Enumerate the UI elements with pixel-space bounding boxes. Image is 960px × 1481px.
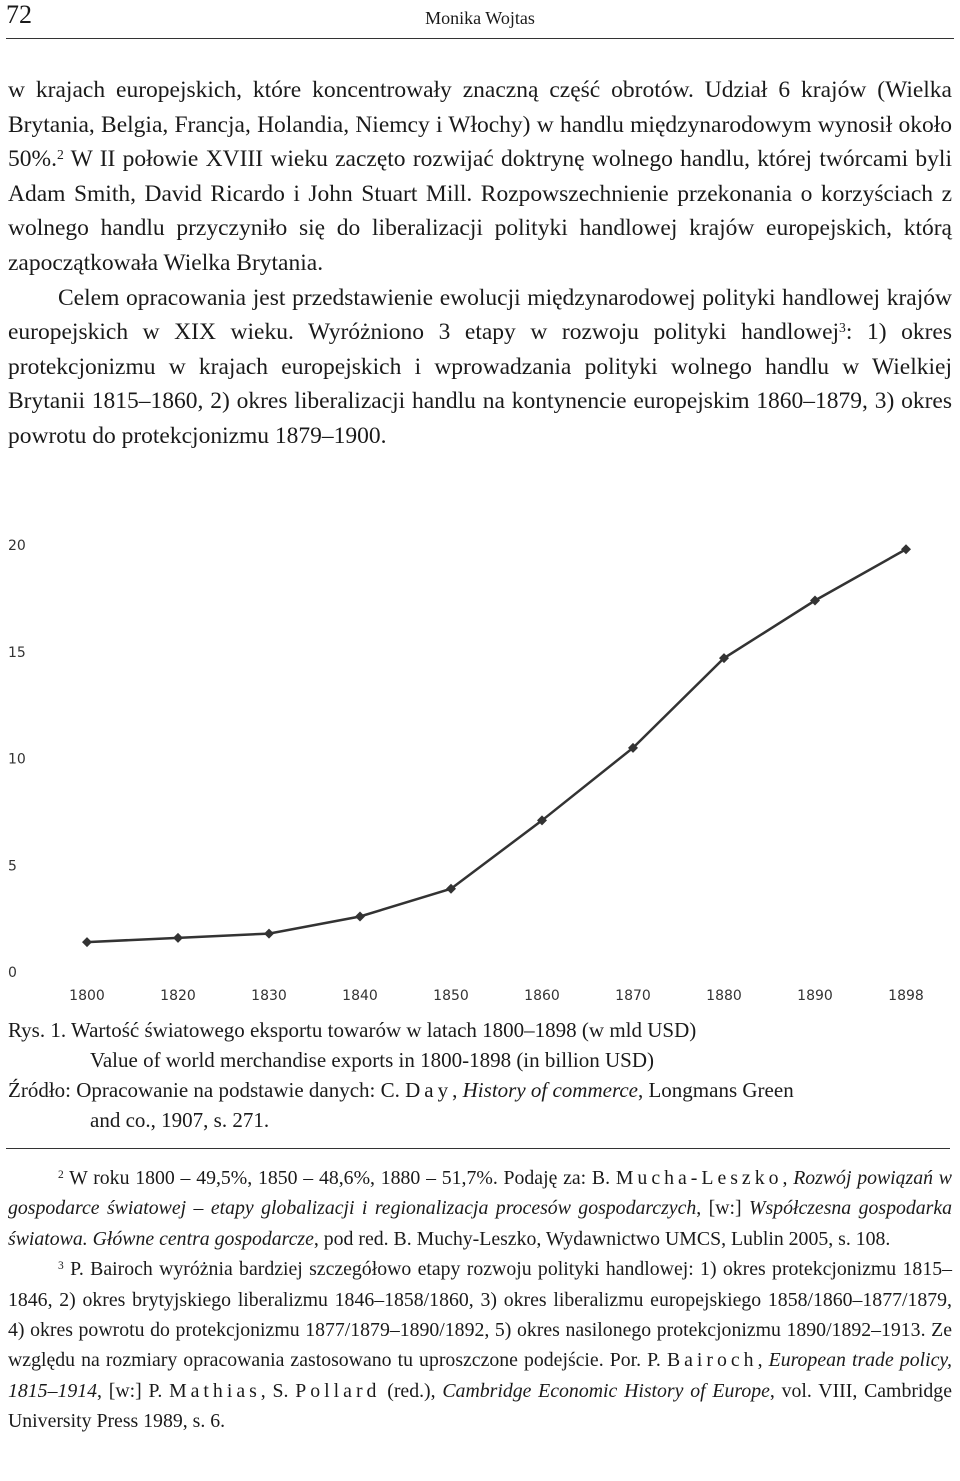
- x-tick-label: 1800: [69, 988, 105, 1004]
- y-tick-label: 0: [8, 965, 17, 981]
- data-point: [719, 653, 729, 664]
- footnote-ref-3[interactable]: 3: [839, 319, 846, 335]
- footnote-3: 3 P. Bairoch wyróżnia bardziej szczegóło…: [8, 1258, 952, 1433]
- y-tick-label: 15: [8, 645, 26, 661]
- paragraph-1: w krajach europejskich, które koncentrow…: [8, 77, 952, 276]
- x-tick-label: 1880: [706, 988, 742, 1004]
- caption-source: Źródło: Opracowanie na podstawie danych:…: [8, 1078, 794, 1102]
- data-point: [446, 883, 456, 894]
- x-tick-label: 1840: [342, 988, 378, 1004]
- x-tick-label: 1890: [797, 988, 833, 1004]
- data-point: [264, 928, 274, 939]
- footnote-2: 2 W roku 1800 – 49,5%, 1850 – 48,6%, 188…: [8, 1167, 953, 1250]
- export-line-chart: 0 5 10 15 20 1800 1820 1830 1840 1850 1860 1870 1880…: [0, 530, 960, 1010]
- paragraph-2: Celem opracowania jest przedstawienie ew…: [8, 284, 952, 449]
- x-tick-label: 1860: [524, 988, 560, 1004]
- header-rule: [6, 38, 954, 39]
- data-point: [537, 815, 547, 826]
- figure-caption: Rys. 1. Wartość światowego eksportu towa…: [8, 1015, 952, 1135]
- y-tick-label: 20: [8, 538, 26, 554]
- footnote-rule: [6, 1148, 950, 1149]
- page-number: 72: [6, 0, 32, 29]
- data-point: [355, 911, 365, 922]
- data-point: [82, 937, 92, 948]
- x-tick-label: 1870: [615, 988, 651, 1004]
- y-tick-label: 10: [8, 752, 26, 768]
- data-point: [901, 544, 911, 555]
- x-tick-label: 1898: [888, 988, 924, 1004]
- data-point: [810, 595, 820, 606]
- data-point: [173, 932, 183, 943]
- chart-svg: 0 5 10 15 20 1800 1820 1830 1840 1850 1860 1870 1880…: [8, 538, 924, 1004]
- series-line: [86, 548, 907, 944]
- footnotes: 2 W roku 1800 – 49,5%, 1850 – 48,6%, 188…: [8, 1163, 952, 1437]
- figure-label: Rys. 1.: [8, 1018, 67, 1042]
- data-point: [628, 742, 638, 753]
- x-tick-label: 1820: [160, 988, 196, 1004]
- x-tick-label: 1850: [433, 988, 469, 1004]
- caption-source-cont: and co., 1907, s. 271.: [90, 1108, 270, 1132]
- running-head: Monika Wojtas: [425, 8, 535, 28]
- x-tick-label: 1830: [251, 988, 287, 1004]
- body-text: w krajach europejskich, które koncentrow…: [8, 73, 952, 454]
- y-tick-label: 5: [8, 858, 17, 874]
- footnote-ref-2[interactable]: 2: [56, 146, 64, 162]
- page-header: 72 Monika Wojtas: [0, 0, 960, 40]
- caption-title-en: Value of world merchandise exports in 18…: [90, 1048, 654, 1072]
- caption-title-pl: Rys. 1. Wartość światowego eksportu towa…: [8, 1018, 697, 1042]
